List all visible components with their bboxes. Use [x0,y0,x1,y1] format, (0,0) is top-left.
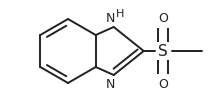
Text: N: N [106,12,115,24]
Text: H: H [116,9,124,19]
Text: O: O [158,12,168,24]
Text: O: O [158,78,168,90]
Text: N: N [106,78,115,90]
Text: S: S [158,43,168,59]
